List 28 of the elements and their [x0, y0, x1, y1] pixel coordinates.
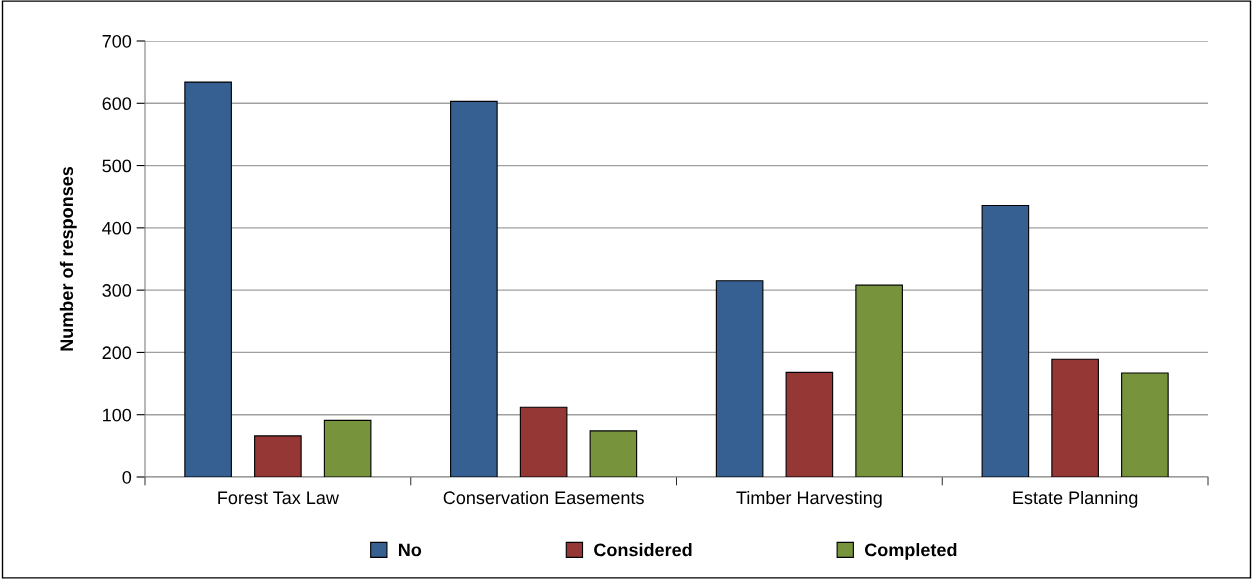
bar [1051, 358, 1099, 477]
x-tick-label: Forest Tax Law [218, 491, 339, 505]
bar [1121, 372, 1169, 477]
y-tick-label: 200 [102, 346, 132, 360]
y-tick-label: 400 [102, 221, 132, 235]
y-tick-label: 100 [103, 408, 132, 422]
bar [981, 204, 1030, 477]
x-tick-label: Estate Planning [1013, 490, 1138, 508]
y-tick-label: 600 [102, 97, 132, 111]
legend-label: Completed [864, 543, 957, 560]
y-axis-title: Number of responses [59, 166, 77, 351]
bar [254, 435, 302, 477]
y-tick-label: 500 [102, 159, 132, 173]
y-tick-label: 700 [102, 34, 132, 48]
y-tick-label: 0 [122, 470, 132, 484]
bar [855, 284, 903, 477]
bar [450, 100, 498, 477]
bar [323, 419, 372, 477]
bar [785, 371, 834, 477]
y-tick-label: 300 [102, 284, 132, 297]
bar [589, 430, 638, 477]
legend-label: Considered [594, 543, 692, 557]
bar [184, 81, 232, 477]
x-tick-label: Timber Harvesting [736, 490, 882, 508]
x-tick-label: Conservation Easements [443, 490, 644, 505]
bar [715, 280, 764, 477]
bar [519, 406, 568, 477]
legend-label: No [398, 543, 422, 557]
